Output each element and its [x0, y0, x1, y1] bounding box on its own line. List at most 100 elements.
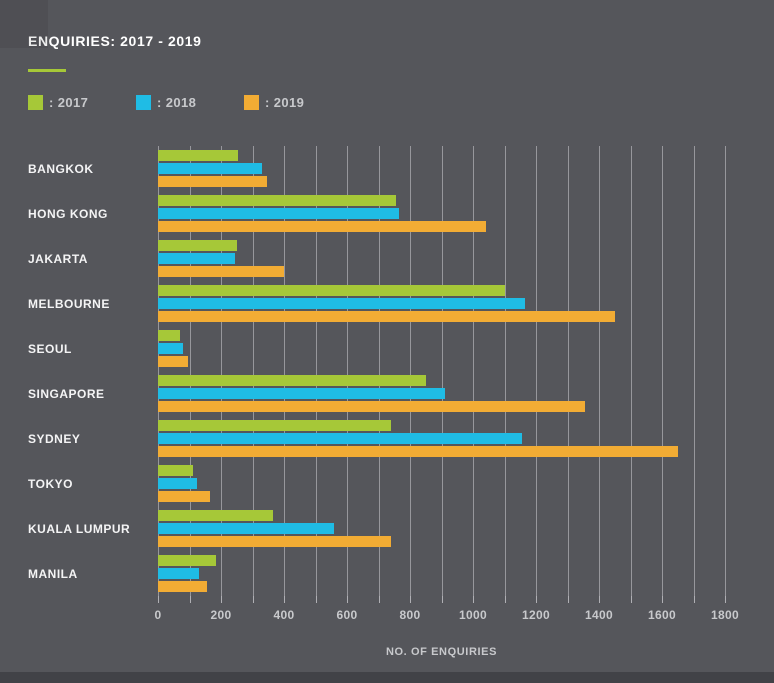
x-tick-800: [410, 596, 411, 603]
bar-2017-singapore: [158, 375, 426, 386]
bars-kuala-lumpur: [158, 510, 774, 547]
bar-2019-bangkok: [158, 176, 267, 187]
category-label: KUALA LUMPUR: [28, 521, 131, 536]
x-tick-label-1800: 1800: [711, 608, 739, 622]
x-tick-label-800: 800: [399, 608, 421, 622]
bar-2019-seoul: [158, 356, 188, 367]
category-label: MANILA: [28, 566, 78, 581]
x-tick-1400: [599, 596, 600, 603]
x-tick-0: [158, 596, 159, 603]
bar-chart: BANGKOK HONG KONG JAKARTA MELBOURNE SEOUL SIN…: [0, 146, 774, 658]
x-tick-100: [189, 596, 191, 603]
bar-2018-tokyo: [158, 478, 198, 489]
legend-item-2018: : 2018: [136, 95, 244, 110]
bottom-strip: [0, 672, 774, 683]
legend-swatch-icon: [244, 95, 259, 110]
bar-group-jakarta: JAKARTA: [0, 236, 774, 281]
bars-bangkok: [158, 150, 774, 187]
bar-2019-melbourne: [158, 311, 615, 322]
x-tick-700: [378, 596, 380, 603]
legend-label: : 2018: [157, 95, 197, 110]
bar-2019-tokyo: [158, 491, 210, 502]
legend-item-2019: : 2019: [244, 95, 352, 110]
x-tick-label-200: 200: [210, 608, 232, 622]
x-tick-1300: [567, 596, 569, 603]
title-underline-rule: [28, 69, 66, 72]
x-tick-1800: [725, 596, 726, 603]
x-tick-label-1600: 1600: [648, 608, 676, 622]
x-tick-1200: [536, 596, 537, 603]
legend-item-2017: : 2017: [28, 95, 136, 110]
bar-2018-manila: [158, 568, 199, 579]
bar-group-hong-kong: HONG KONG: [0, 191, 774, 236]
bar-2018-jakarta: [158, 253, 236, 264]
x-tick-500: [315, 596, 317, 603]
bar-2017-manila: [158, 555, 217, 566]
bars-hong-kong: [158, 195, 774, 232]
bar-group-melbourne: MELBOURNE: [0, 281, 774, 326]
bar-rows: BANGKOK HONG KONG JAKARTA MELBOURNE SEOUL SIN…: [0, 146, 774, 596]
x-tick-label-0: 0: [154, 608, 162, 622]
legend-label: : 2017: [49, 95, 89, 110]
category-label: MELBOURNE: [28, 296, 110, 311]
x-tick-label-1200: 1200: [522, 608, 550, 622]
bar-2018-hong-kong: [158, 208, 399, 219]
bar-2019-jakarta: [158, 266, 284, 277]
category-label: SYDNEY: [28, 431, 81, 446]
bar-group-manila: MANILA: [0, 551, 774, 596]
bar-2017-jakarta: [158, 240, 237, 251]
corner-shade: [0, 0, 48, 48]
x-tick-label-400: 400: [273, 608, 295, 622]
x-tick-1600: [662, 596, 663, 603]
category-label: HONG KONG: [28, 206, 108, 221]
bar-2017-kuala-lumpur: [158, 510, 273, 521]
x-tick-400: [284, 596, 285, 603]
bar-group-singapore: SINGAPORE: [0, 371, 774, 416]
bar-2018-kuala-lumpur: [158, 523, 335, 534]
x-tick-300: [252, 596, 254, 603]
x-tick-1700: [693, 596, 695, 603]
x-axis-tick-labels: 0 200 400 600 800 1000 1200 1400 1600 1800: [154, 608, 748, 626]
legend-label: : 2019: [265, 95, 305, 110]
chart-header: ENQUIRIES: 2017 - 2019 : 2017: 2018: 201…: [0, 0, 774, 110]
bar-group-seoul: SEOUL: [0, 326, 774, 371]
bar-group-bangkok: BANGKOK: [0, 146, 774, 191]
bar-group-sydney: SYDNEY: [0, 416, 774, 461]
category-label: SINGAPORE: [28, 386, 105, 401]
x-tick-1000: [473, 596, 474, 603]
x-tick-1100: [504, 596, 506, 603]
bars-melbourne: [158, 285, 774, 322]
bar-2019-sydney: [158, 446, 678, 457]
bar-2017-tokyo: [158, 465, 193, 476]
bar-2017-bangkok: [158, 150, 239, 161]
bar-2017-seoul: [158, 330, 181, 341]
bar-2017-sydney: [158, 420, 392, 431]
legend-swatch-icon: [136, 95, 151, 110]
legend-swatch-icon: [28, 95, 43, 110]
bar-2019-singapore: [158, 401, 585, 412]
bar-2018-sydney: [158, 433, 522, 444]
bar-2019-kuala-lumpur: [158, 536, 392, 547]
chart-title: ENQUIRIES: 2017 - 2019: [28, 33, 202, 49]
x-tick-900: [441, 596, 443, 603]
bars-sydney: [158, 420, 774, 457]
x-tick-1500: [630, 596, 632, 603]
bar-2018-seoul: [158, 343, 184, 354]
x-tick-label-1400: 1400: [585, 608, 613, 622]
x-tick-label-1000: 1000: [459, 608, 487, 622]
category-label: TOKYO: [28, 476, 73, 491]
bar-group-kuala-lumpur: KUALA LUMPUR: [0, 506, 774, 551]
bar-2019-hong-kong: [158, 221, 486, 232]
x-tick-200: [221, 596, 222, 603]
bars-tokyo: [158, 465, 774, 502]
legend: : 2017 : 2018 : 2019: [28, 95, 774, 110]
bar-2019-manila: [158, 581, 207, 592]
category-label: JAKARTA: [28, 251, 88, 266]
bars-seoul: [158, 330, 774, 367]
bars-jakarta: [158, 240, 774, 277]
bars-manila: [158, 555, 774, 592]
bar-group-tokyo: TOKYO: [0, 461, 774, 506]
bar-2017-hong-kong: [158, 195, 396, 206]
x-tick-label-600: 600: [336, 608, 358, 622]
